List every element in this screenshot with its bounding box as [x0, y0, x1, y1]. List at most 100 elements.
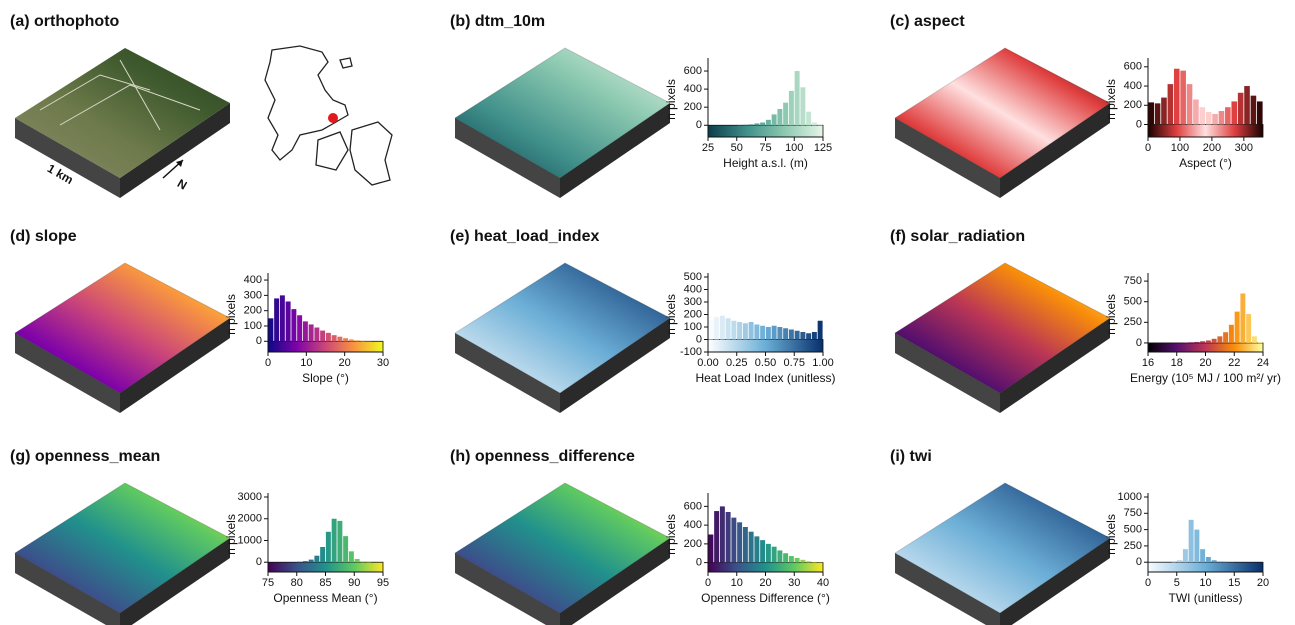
bar: [766, 327, 771, 340]
bar: [1168, 84, 1174, 124]
bar: [349, 551, 354, 562]
colorbar: [1148, 562, 1263, 572]
map-zealand: [350, 122, 392, 185]
bar: [1240, 293, 1245, 342]
bar: [766, 120, 771, 125]
bar: [1206, 112, 1212, 125]
bar: [749, 322, 754, 340]
y-tick-label: 1000: [238, 534, 262, 546]
x-tick-label: 10: [300, 357, 312, 369]
bar: [326, 532, 331, 562]
bar: [286, 301, 291, 341]
y-axis-label: n pixels: [224, 514, 238, 555]
x-tick-label: 125: [814, 142, 832, 154]
panel-title: (e) heat_load_index: [450, 228, 599, 245]
panel-title: (i) twi: [890, 448, 932, 465]
y-tick-label: 100: [684, 321, 702, 333]
x-axis-label: Aspect (°): [1179, 156, 1232, 170]
x-tick-label: 75: [759, 142, 771, 154]
x-tick-label: 20: [339, 357, 351, 369]
bar: [800, 560, 805, 563]
colorbar: [708, 563, 823, 572]
terrain-surface: [15, 263, 230, 393]
terrain-surface: [895, 483, 1110, 613]
bar: [1231, 101, 1237, 124]
bar: [766, 544, 771, 563]
bar: [812, 332, 817, 340]
x-axis-label: Slope (°): [302, 371, 349, 385]
bar: [1187, 84, 1193, 124]
bar: [349, 339, 354, 341]
bar: [795, 71, 800, 125]
y-tick-label: 200: [1124, 99, 1142, 111]
terrain-surface: [895, 263, 1110, 393]
panel-title: (b) dtm_10m: [450, 13, 545, 30]
bar: [1200, 341, 1205, 343]
bar: [743, 527, 748, 563]
y-tick-label: 200: [244, 305, 262, 317]
terrain-surface: [15, 483, 230, 613]
y-tick-label: 300: [244, 289, 262, 301]
bar: [800, 87, 805, 125]
x-tick-label: 0: [705, 577, 711, 589]
y-tick-label: 250: [1124, 316, 1142, 328]
colorbar: [1148, 343, 1263, 352]
bar: [1212, 339, 1217, 343]
y-tick-label: 200: [684, 308, 702, 320]
x-tick-label: 85: [319, 577, 331, 589]
orthophoto-surface: [15, 48, 230, 178]
location-marker: [328, 113, 338, 123]
y-tick-label: 3000: [238, 491, 262, 503]
bar: [720, 506, 725, 562]
y-tick-label: 500: [1124, 524, 1142, 536]
panel-title: (d) slope: [10, 228, 77, 245]
bar: [274, 298, 279, 341]
bar: [1189, 342, 1194, 343]
x-axis-label: Openness Difference (°): [701, 591, 830, 605]
y-tick-label: 0: [1136, 118, 1142, 130]
bar: [314, 328, 319, 342]
bar: [326, 333, 331, 341]
bar: [812, 123, 817, 126]
x-tick-label: 40: [817, 577, 829, 589]
bar: [1177, 560, 1182, 562]
x-tick-label: 24: [1257, 357, 1269, 369]
bar: [1200, 107, 1206, 124]
panel-title: (g) openness_mean: [10, 448, 160, 465]
y-axis-label: n pixels: [1104, 294, 1118, 335]
bar: [789, 330, 794, 340]
bar: [754, 123, 759, 125]
bar: [795, 558, 800, 563]
bar: [795, 331, 800, 340]
bar: [789, 556, 794, 563]
panel-title: (c) aspect: [890, 13, 965, 30]
bar: [812, 562, 817, 563]
bar: [1251, 96, 1257, 125]
x-axis-label: Height a.s.l. (m): [723, 156, 808, 170]
bar: [708, 320, 713, 340]
bar: [726, 318, 731, 339]
y-tick-label: 100: [244, 320, 262, 332]
bar: [343, 536, 348, 562]
bar: [1238, 93, 1244, 125]
panel: (c) aspect02004006000100200300Aspect (°)…: [890, 13, 1263, 198]
bar: [1206, 557, 1211, 562]
x-tick-label: 10: [731, 577, 743, 589]
y-tick-label: 750: [1124, 507, 1142, 519]
bar: [309, 560, 314, 563]
bar: [355, 559, 360, 562]
bar: [343, 338, 348, 341]
bar: [1194, 342, 1199, 343]
x-tick-label: 300: [1235, 142, 1253, 154]
x-axis-label: Energy (10⁵ MJ / 100 m²/ yr): [1130, 371, 1281, 385]
bar: [789, 91, 794, 125]
bar: [309, 324, 314, 341]
terrain-surface: [895, 48, 1110, 178]
bar: [332, 519, 337, 562]
y-tick-label: 0: [696, 557, 702, 569]
bar: [772, 326, 777, 340]
y-tick-label: 0: [696, 333, 702, 345]
bar: [1212, 560, 1217, 562]
bar: [720, 316, 725, 340]
bar: [772, 547, 777, 563]
